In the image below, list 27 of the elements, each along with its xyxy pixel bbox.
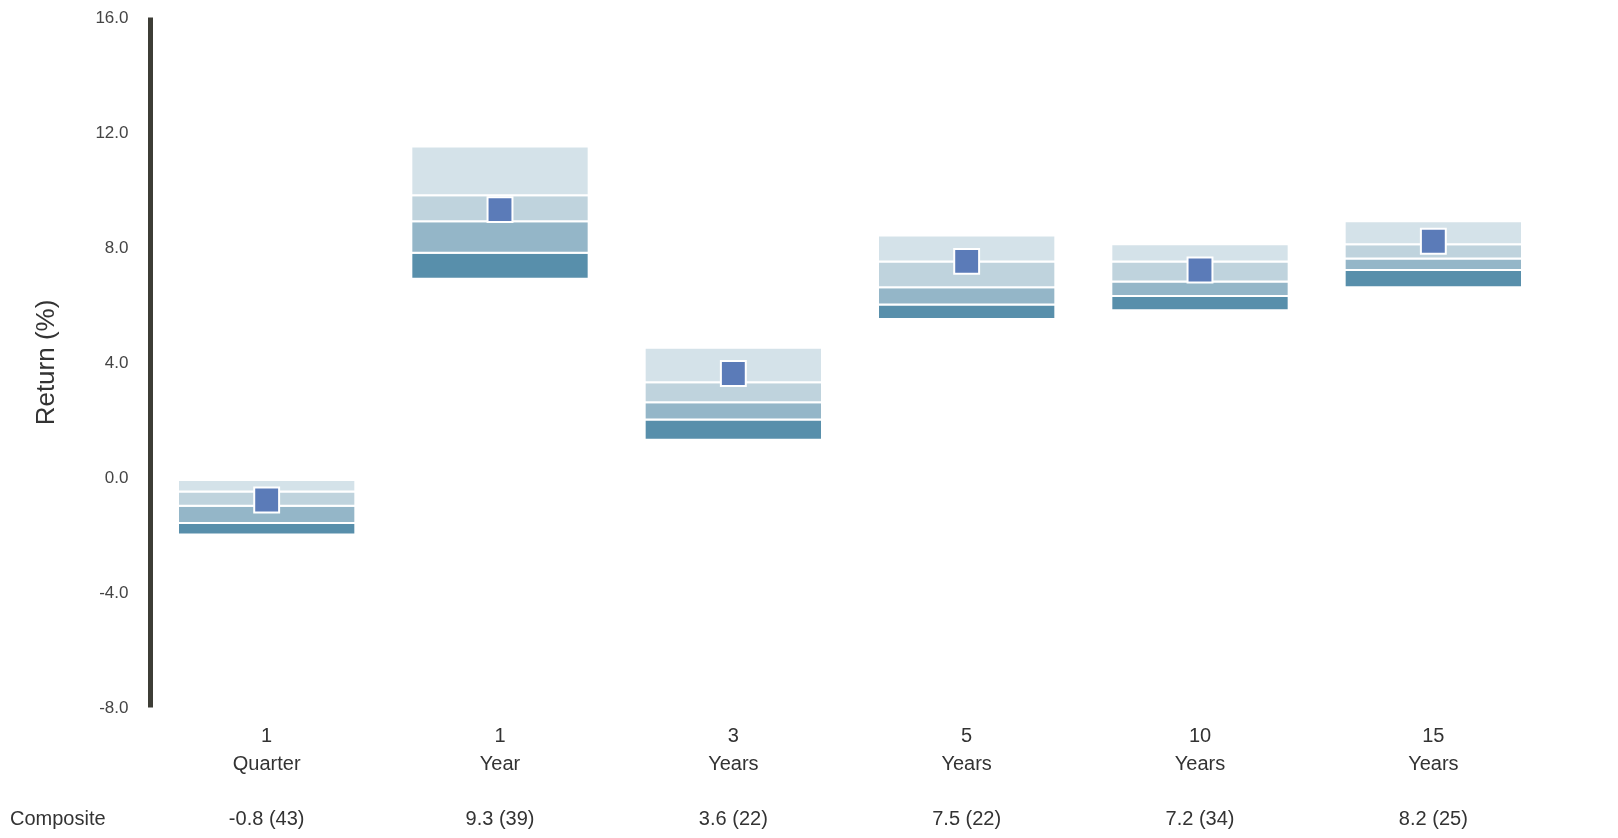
point [719,360,747,387]
y-tick-label: 16.0 [95,7,129,27]
y-tick-label: -4.0 [99,582,129,602]
data-label: -0.8 (43) [228,807,305,829]
point [953,247,981,275]
point [1186,256,1214,284]
data-label: 7.2 (34) [1165,807,1235,829]
x-tick-label: 3 Years [708,723,759,774]
data-label: 9.3 (39) [465,807,535,829]
y-tick-label: 8.0 [104,237,129,257]
y-tick-label: 4.0 [104,352,129,372]
y-tick-label: -8.0 [99,697,129,717]
point [486,196,514,224]
y-tick-label: 12.0 [95,122,129,142]
data-label: 8.2 (25) [1398,807,1468,829]
point [253,486,281,514]
x-tick-label: 15 Years [1408,723,1459,774]
x-tick-label: 1 Quarter [232,723,301,774]
point [1419,227,1447,255]
y-axis-title: Return (%) [30,299,61,426]
x-tick-label: 5 Years [941,723,992,774]
x-tick-label: 1 Year [479,723,521,774]
text: Composite [10,807,106,829]
x-tick-label: 10 Years [1174,723,1226,774]
data-label: 7.5 (22) [932,807,1002,829]
data-label: 3.6 (22) [698,807,768,829]
y-tick-label: 0.0 [104,467,129,487]
